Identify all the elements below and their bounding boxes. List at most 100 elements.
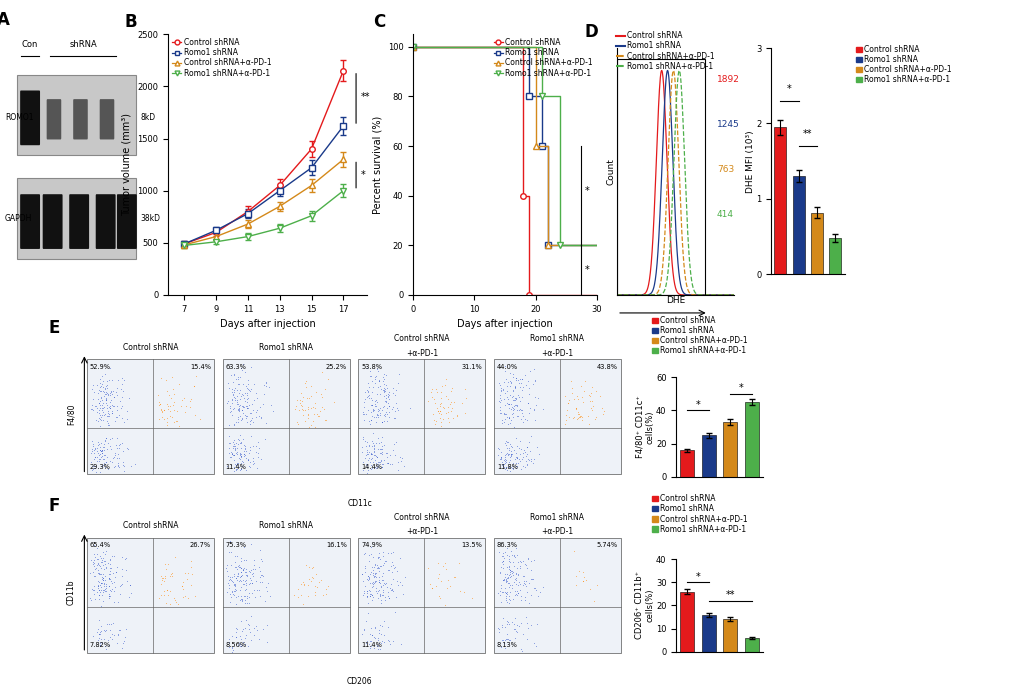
Point xyxy=(232,633,249,644)
Point xyxy=(369,634,385,645)
Point xyxy=(375,401,391,412)
Point xyxy=(378,389,394,400)
Point xyxy=(98,456,114,467)
Point xyxy=(232,584,249,595)
Point xyxy=(98,433,114,444)
FancyBboxPatch shape xyxy=(20,91,40,145)
Point xyxy=(225,443,242,454)
Point xyxy=(86,560,102,571)
Point xyxy=(497,409,514,420)
Bar xyxy=(680,450,694,477)
Point xyxy=(100,410,116,421)
Point xyxy=(393,579,410,590)
Point xyxy=(93,578,109,589)
Point xyxy=(357,562,373,573)
Point xyxy=(220,637,236,648)
Point xyxy=(227,599,244,610)
Point xyxy=(103,444,119,455)
Point xyxy=(372,560,388,571)
Point xyxy=(107,447,123,458)
Point xyxy=(102,591,118,602)
Point xyxy=(508,400,525,411)
Point xyxy=(378,395,394,406)
Point xyxy=(378,416,394,427)
Point xyxy=(231,449,248,460)
Point xyxy=(593,403,609,414)
Point xyxy=(289,592,306,603)
Point xyxy=(432,576,448,587)
Point xyxy=(513,413,529,424)
Point xyxy=(225,461,242,472)
Point xyxy=(570,566,586,577)
Point xyxy=(243,565,259,576)
Point xyxy=(303,390,319,401)
Point xyxy=(93,556,109,567)
Text: Control shRNA: Control shRNA xyxy=(393,334,449,343)
Point xyxy=(514,556,530,567)
Point xyxy=(501,451,518,462)
Point xyxy=(515,451,531,462)
Point xyxy=(366,568,382,579)
Point xyxy=(91,385,107,396)
Point xyxy=(569,408,585,419)
Bar xyxy=(744,638,758,652)
Point xyxy=(238,564,255,575)
Point xyxy=(369,563,385,574)
Point xyxy=(357,458,373,469)
Point xyxy=(97,548,113,559)
Point xyxy=(383,556,399,567)
Point xyxy=(117,632,133,643)
Point xyxy=(439,575,455,586)
Point xyxy=(242,566,258,577)
Point xyxy=(500,555,517,566)
Point xyxy=(496,573,513,584)
Point xyxy=(501,455,518,466)
Point xyxy=(232,567,249,578)
Point xyxy=(570,393,586,404)
Point xyxy=(290,405,307,416)
Point xyxy=(495,377,512,388)
Point xyxy=(237,464,254,475)
Point xyxy=(307,403,323,414)
Point xyxy=(227,438,244,449)
Point xyxy=(494,612,511,623)
Point xyxy=(362,415,378,426)
Point xyxy=(250,451,266,462)
Point xyxy=(361,549,377,560)
Point xyxy=(233,458,250,469)
Point xyxy=(318,414,334,425)
Point xyxy=(89,627,105,638)
Point xyxy=(500,569,517,580)
Point xyxy=(103,618,119,629)
Point xyxy=(239,388,256,399)
Point xyxy=(89,456,105,466)
Point xyxy=(437,391,453,402)
Point xyxy=(238,410,255,421)
Point xyxy=(434,560,450,571)
Point xyxy=(360,454,376,465)
Point xyxy=(298,382,314,393)
Point xyxy=(96,585,112,596)
Point xyxy=(115,459,131,470)
Point xyxy=(161,585,177,596)
Point xyxy=(95,569,111,580)
Point xyxy=(393,452,410,463)
Point xyxy=(527,391,543,402)
Point xyxy=(489,622,505,633)
Point xyxy=(249,404,265,415)
Point xyxy=(527,375,543,386)
Point xyxy=(377,556,393,567)
Point xyxy=(222,589,238,600)
Point xyxy=(220,447,236,458)
Point xyxy=(95,587,111,598)
Point xyxy=(98,586,114,597)
Point xyxy=(150,389,166,400)
Point xyxy=(435,403,451,414)
Point xyxy=(374,575,390,586)
Point xyxy=(237,591,254,602)
Point xyxy=(358,638,374,649)
Point xyxy=(248,407,264,418)
Point xyxy=(231,574,248,585)
Point xyxy=(95,560,111,571)
Point xyxy=(228,564,245,575)
